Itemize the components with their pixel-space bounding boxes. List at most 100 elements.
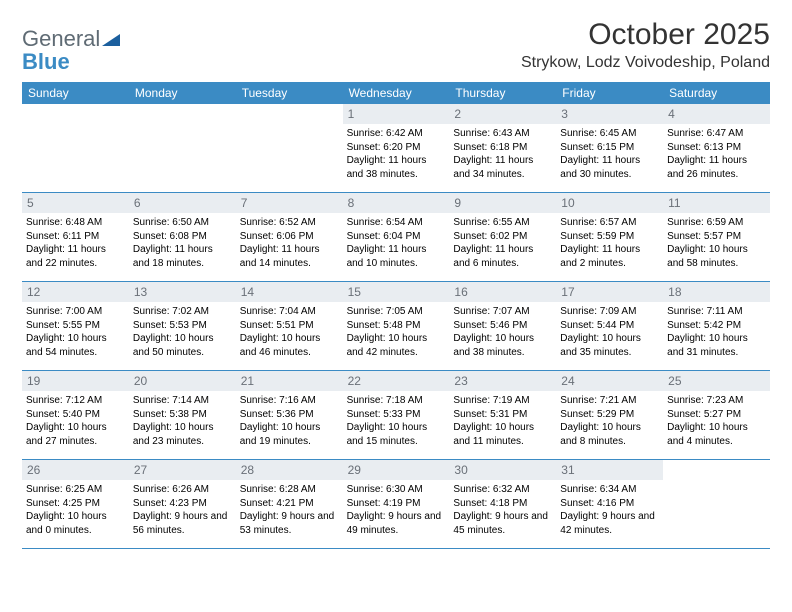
- sunset-text: Sunset: 5:31 PM: [453, 408, 552, 422]
- day-cell: 14 Sunrise: 7:04 AMSunset: 5:51 PMDayligh…: [236, 282, 343, 370]
- daylight-text: Daylight: 10 hours and 58 minutes.: [667, 243, 766, 270]
- sunrise-text: Sunrise: 7:14 AM: [133, 394, 232, 408]
- sunset-text: Sunset: 6:11 PM: [26, 230, 125, 244]
- day-number: 8: [343, 193, 450, 213]
- logo-text-general: General: [22, 26, 100, 51]
- week-row: 26Sunrise: 6:25 AMSunset: 4:25 PMDayligh…: [22, 460, 770, 549]
- sunrise-text: Sunrise: 7:04 AM: [240, 305, 339, 319]
- daylight-text: Daylight: 11 hours and 18 minutes.: [133, 243, 232, 270]
- sunrise-text: Sunrise: 6:55 AM: [453, 216, 552, 230]
- weekday-header: Sunday: [22, 82, 129, 104]
- sunset-text: Sunset: 6:20 PM: [347, 141, 446, 155]
- sunset-text: Sunset: 5:51 PM: [240, 319, 339, 333]
- sunrise-text: Sunrise: 7:21 AM: [560, 394, 659, 408]
- daylight-text: Daylight: 10 hours and 4 minutes.: [667, 421, 766, 448]
- day-number: 4: [663, 104, 770, 124]
- day-info: Sunrise: 6:28 AMSunset: 4:21 PMDaylight:…: [240, 483, 339, 537]
- day-info: Sunrise: 7:02 AMSunset: 5:53 PMDaylight:…: [133, 305, 232, 359]
- sunset-text: Sunset: 5:44 PM: [560, 319, 659, 333]
- logo-triangle-icon: [102, 32, 120, 51]
- day-cell: 1Sunrise: 6:42 AMSunset: 6:20 PMDaylight…: [343, 104, 450, 192]
- sunset-text: Sunset: 6:04 PM: [347, 230, 446, 244]
- daylight-text: Daylight: 10 hours and 0 minutes.: [26, 510, 125, 537]
- calendar: SundayMondayTuesdayWednesdayThursdayFrid…: [22, 82, 770, 549]
- sunset-text: Sunset: 5:48 PM: [347, 319, 446, 333]
- daylight-text: Daylight: 11 hours and 34 minutes.: [453, 154, 552, 181]
- daylight-text: Daylight: 11 hours and 22 minutes.: [26, 243, 125, 270]
- daylight-text: Daylight: 9 hours and 42 minutes.: [560, 510, 659, 537]
- day-info: Sunrise: 6:54 AMSunset: 6:04 PMDaylight:…: [347, 216, 446, 270]
- daylight-text: Daylight: 10 hours and 38 minutes.: [453, 332, 552, 359]
- sunset-text: Sunset: 6:15 PM: [560, 141, 659, 155]
- daylight-text: Daylight: 11 hours and 38 minutes.: [347, 154, 446, 181]
- day-info: Sunrise: 6:50 AMSunset: 6:08 PMDaylight:…: [133, 216, 232, 270]
- day-info: Sunrise: 7:16 AMSunset: 5:36 PMDaylight:…: [240, 394, 339, 448]
- day-cell: 18Sunrise: 7:11 AMSunset: 5:42 PMDayligh…: [663, 282, 770, 370]
- sunrise-text: Sunrise: 7:12 AM: [26, 394, 125, 408]
- sunrise-text: Sunrise: 6:30 AM: [347, 483, 446, 497]
- day-cell: 27Sunrise: 6:26 AMSunset: 4:23 PMDayligh…: [129, 460, 236, 548]
- day-cell: 2Sunrise: 6:43 AMSunset: 6:18 PMDaylight…: [449, 104, 556, 192]
- sunrise-text: Sunrise: 6:54 AM: [347, 216, 446, 230]
- daylight-text: Daylight: 11 hours and 26 minutes.: [667, 154, 766, 181]
- sunset-text: Sunset: 4:23 PM: [133, 497, 232, 511]
- daylight-text: Daylight: 10 hours and 35 minutes.: [560, 332, 659, 359]
- day-info: Sunrise: 7:07 AMSunset: 5:46 PMDaylight:…: [453, 305, 552, 359]
- day-cell: 13 Sunrise: 7:02 AMSunset: 5:53 PMDayligh…: [129, 282, 236, 370]
- sunrise-text: Sunrise: 6:42 AM: [347, 127, 446, 141]
- day-cell: 15 Sunrise: 7:05 AMSunset: 5:48 PMDayligh…: [343, 282, 450, 370]
- sunset-text: Sunset: 5:36 PM: [240, 408, 339, 422]
- day-number: 7: [236, 193, 343, 213]
- daylight-text: Daylight: 11 hours and 30 minutes.: [560, 154, 659, 181]
- day-info: Sunrise: 6:34 AMSunset: 4:16 PMDaylight:…: [560, 483, 659, 537]
- weekday-header-row: SundayMondayTuesdayWednesdayThursdayFrid…: [22, 82, 770, 104]
- day-cell: 5Sunrise: 6:48 AMSunset: 6:11 PMDaylight…: [22, 193, 129, 281]
- week-row: 5Sunrise: 6:48 AMSunset: 6:11 PMDaylight…: [22, 193, 770, 282]
- day-info: Sunrise: 7:11 AMSunset: 5:42 PMDaylight:…: [667, 305, 766, 359]
- month-title: October 2025: [521, 18, 770, 52]
- day-info: Sunrise: 7:12 AMSunset: 5:40 PMDaylight:…: [26, 394, 125, 448]
- day-info: Sunrise: 7:14 AMSunset: 5:38 PMDaylight:…: [133, 394, 232, 448]
- day-number: 22: [343, 371, 450, 391]
- day-info: Sunrise: 7:00 AMSunset: 5:55 PMDaylight:…: [26, 305, 125, 359]
- day-number: 14: [236, 282, 343, 302]
- day-cell: 29Sunrise: 6:30 AMSunset: 4:19 PMDayligh…: [343, 460, 450, 548]
- day-cell: 20 Sunrise: 7:14 AMSunset: 5:38 PMDayligh…: [129, 371, 236, 459]
- day-cell: .: [22, 104, 129, 192]
- day-info: Sunrise: 6:48 AMSunset: 6:11 PMDaylight:…: [26, 216, 125, 270]
- sunset-text: Sunset: 6:02 PM: [453, 230, 552, 244]
- day-info: Sunrise: 6:55 AMSunset: 6:02 PMDaylight:…: [453, 216, 552, 270]
- daylight-text: Daylight: 10 hours and 23 minutes.: [133, 421, 232, 448]
- day-number: 15: [343, 282, 450, 302]
- daylight-text: Daylight: 10 hours and 42 minutes.: [347, 332, 446, 359]
- day-cell: 17Sunrise: 7:09 AMSunset: 5:44 PMDayligh…: [556, 282, 663, 370]
- day-info: Sunrise: 6:59 AMSunset: 5:57 PMDaylight:…: [667, 216, 766, 270]
- sunrise-text: Sunrise: 6:48 AM: [26, 216, 125, 230]
- day-number: 20: [129, 371, 236, 391]
- sunrise-text: Sunrise: 6:43 AM: [453, 127, 552, 141]
- sunset-text: Sunset: 5:53 PM: [133, 319, 232, 333]
- sunrise-text: Sunrise: 7:11 AM: [667, 305, 766, 319]
- day-number: 13: [129, 282, 236, 302]
- weekday-header: Tuesday: [236, 82, 343, 104]
- sunrise-text: Sunrise: 6:25 AM: [26, 483, 125, 497]
- weekday-header: Saturday: [663, 82, 770, 104]
- daylight-text: Daylight: 11 hours and 6 minutes.: [453, 243, 552, 270]
- sunrise-text: Sunrise: 6:50 AM: [133, 216, 232, 230]
- day-info: Sunrise: 6:42 AMSunset: 6:20 PMDaylight:…: [347, 127, 446, 181]
- sunrise-text: Sunrise: 6:32 AM: [453, 483, 552, 497]
- sunrise-text: Sunrise: 7:00 AM: [26, 305, 125, 319]
- sunset-text: Sunset: 5:59 PM: [560, 230, 659, 244]
- day-info: Sunrise: 7:09 AMSunset: 5:44 PMDaylight:…: [560, 305, 659, 359]
- day-info: Sunrise: 7:05 AMSunset: 5:48 PMDaylight:…: [347, 305, 446, 359]
- day-number: 21: [236, 371, 343, 391]
- day-number: 26: [22, 460, 129, 480]
- sunset-text: Sunset: 5:27 PM: [667, 408, 766, 422]
- day-info: Sunrise: 7:04 AMSunset: 5:51 PMDaylight:…: [240, 305, 339, 359]
- day-number: 19: [22, 371, 129, 391]
- daylight-text: Daylight: 10 hours and 19 minutes.: [240, 421, 339, 448]
- day-cell: 3Sunrise: 6:45 AMSunset: 6:15 PMDaylight…: [556, 104, 663, 192]
- day-number: 6: [129, 193, 236, 213]
- sunrise-text: Sunrise: 7:19 AM: [453, 394, 552, 408]
- day-cell: 21 Sunrise: 7:16 AMSunset: 5:36 PMDayligh…: [236, 371, 343, 459]
